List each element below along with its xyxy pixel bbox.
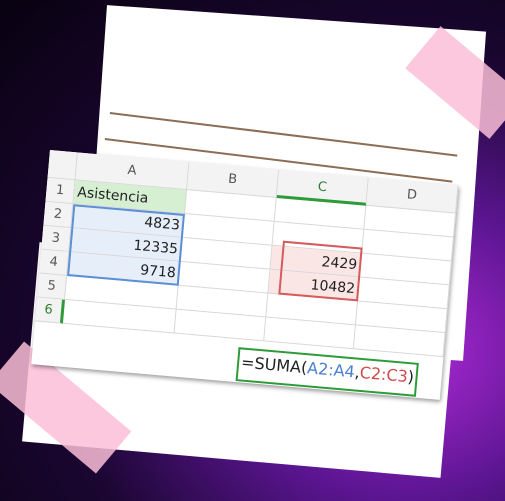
- formula-part: A2:A4: [306, 358, 355, 381]
- background: ABCD1Asistencia2482331233524294971810482…: [0, 0, 505, 501]
- row-header[interactable]: 1: [45, 178, 75, 204]
- range-red: [278, 241, 362, 302]
- row-header[interactable]: 2: [43, 202, 73, 228]
- range-blue: [67, 204, 185, 285]
- formula-part: C2:C3: [359, 363, 409, 386]
- row-header[interactable]: 4: [39, 250, 69, 276]
- formula-part: ): [407, 367, 415, 386]
- row-header[interactable]: 5: [37, 274, 67, 300]
- row-header[interactable]: 6: [35, 297, 65, 323]
- corner: [48, 150, 78, 180]
- row-header[interactable]: 3: [41, 226, 71, 252]
- formula-part: =SUMA(: [240, 353, 308, 378]
